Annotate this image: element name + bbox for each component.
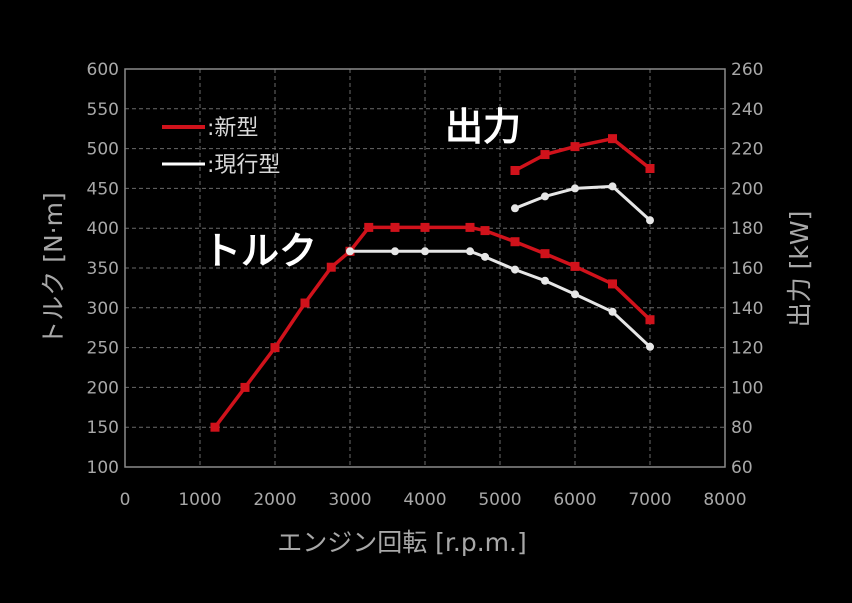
x-tick-label: 7000 [628, 490, 671, 510]
right-tick-label: 240 [731, 100, 763, 120]
left-tick-label: 200 [87, 378, 119, 398]
plot-border [124, 68, 726, 468]
left-tick-label: 150 [87, 418, 119, 438]
data-point-torque-current [511, 265, 519, 274]
data-point-torque-new [608, 279, 617, 289]
data-point-power-new [645, 164, 655, 173]
data-point-torque-current [541, 276, 549, 285]
x-tick-label: 6000 [553, 490, 596, 510]
data-point-torque-current [608, 307, 617, 316]
left-tick-label: 100 [87, 458, 119, 478]
left-tick-label: 600 [87, 60, 119, 80]
left-tick-label: 350 [87, 259, 119, 279]
x-tick-label: 8000 [703, 490, 746, 510]
x-tick-label: 1000 [178, 490, 221, 510]
data-point-power-current [571, 184, 579, 193]
data-point-torque-new [326, 262, 336, 272]
x-tick-label: 0 [120, 490, 131, 510]
data-point-power-new [510, 165, 520, 175]
legend-label-current: :現行型 [207, 153, 280, 178]
x-tick-label: 5000 [478, 490, 521, 510]
series-line-torque-new [213, 225, 652, 429]
torque-annotation: トルク [203, 229, 317, 273]
right-tick-label: 60 [731, 458, 753, 478]
left-tick-label: 250 [87, 339, 119, 359]
right-tick-label: 120 [731, 339, 763, 359]
series-line-torque-current [350, 249, 652, 348]
left-tick-label: 300 [87, 299, 119, 319]
power-annotation: 出力 [445, 105, 521, 149]
left-axis-ticks: 100 150 200 250 300 350 400 450 500 550 600 [87, 60, 119, 478]
left-tick-label: 450 [87, 179, 119, 199]
right-tick-label: 200 [731, 179, 763, 199]
data-point-torque-new [465, 222, 475, 232]
data-point-torque-new [240, 382, 250, 392]
data-point-torque-new [270, 343, 280, 353]
data-point-power-current [646, 216, 654, 225]
left-tick-label: 500 [87, 140, 119, 160]
data-point-torque-new [210, 422, 220, 432]
right-tick-label: 80 [731, 418, 753, 438]
series-layer [210, 134, 655, 432]
right-tick-label: 220 [731, 140, 763, 160]
right-axis-title: 出力 [kW] [785, 211, 814, 328]
data-point-torque-current [571, 290, 579, 299]
data-point-torque-current [646, 342, 654, 351]
data-point-torque-new [645, 315, 655, 325]
x-axis-ticks: 0 1000 2000 3000 4000 5000 6000 7000 8000 [120, 490, 747, 510]
data-point-power-new [608, 134, 617, 144]
data-point-torque-new [420, 222, 430, 232]
data-point-power-current [541, 192, 549, 201]
series-torque-current [346, 247, 654, 351]
data-point-torque-current [346, 247, 354, 256]
data-point-power-new [570, 142, 580, 152]
data-point-torque-new [540, 249, 550, 259]
right-tick-label: 180 [731, 219, 763, 239]
data-point-power-current [608, 182, 617, 191]
x-axis-title: エンジン回転 [r.p.m.] [277, 528, 527, 557]
legend-label-new: :新型 [207, 116, 258, 141]
data-point-power-current [511, 204, 519, 213]
data-point-torque-new [300, 298, 310, 308]
series-power-new [510, 134, 655, 175]
left-tick-label: 550 [87, 100, 119, 120]
data-point-torque-current [466, 247, 474, 256]
right-tick-label: 260 [731, 60, 763, 80]
x-tick-label: 3000 [328, 490, 371, 510]
data-point-torque-new [364, 222, 374, 232]
right-tick-label: 140 [731, 299, 763, 319]
data-point-power-new [540, 150, 550, 160]
data-point-torque-current [481, 252, 489, 261]
plot-frame [124, 68, 726, 468]
legend: :新型 :現行型 [162, 116, 280, 178]
left-axis-title: トルク [N·m] [39, 192, 68, 345]
series-torque-new [210, 222, 655, 432]
data-point-torque-current [391, 247, 399, 256]
right-tick-label: 160 [731, 259, 763, 279]
right-axis-ticks: 60 80 100 120 140 160 180 200 220 240 260 [731, 60, 763, 478]
right-tick-label: 100 [731, 378, 763, 398]
data-point-torque-current [421, 247, 429, 256]
data-point-torque-new [510, 237, 520, 247]
x-tick-label: 2000 [253, 490, 296, 510]
series-power-current [511, 182, 654, 225]
x-tick-label: 4000 [403, 490, 446, 510]
data-point-torque-new [570, 261, 580, 271]
left-tick-label: 400 [87, 219, 119, 239]
data-point-torque-new [480, 226, 490, 236]
data-point-torque-new [390, 222, 400, 232]
